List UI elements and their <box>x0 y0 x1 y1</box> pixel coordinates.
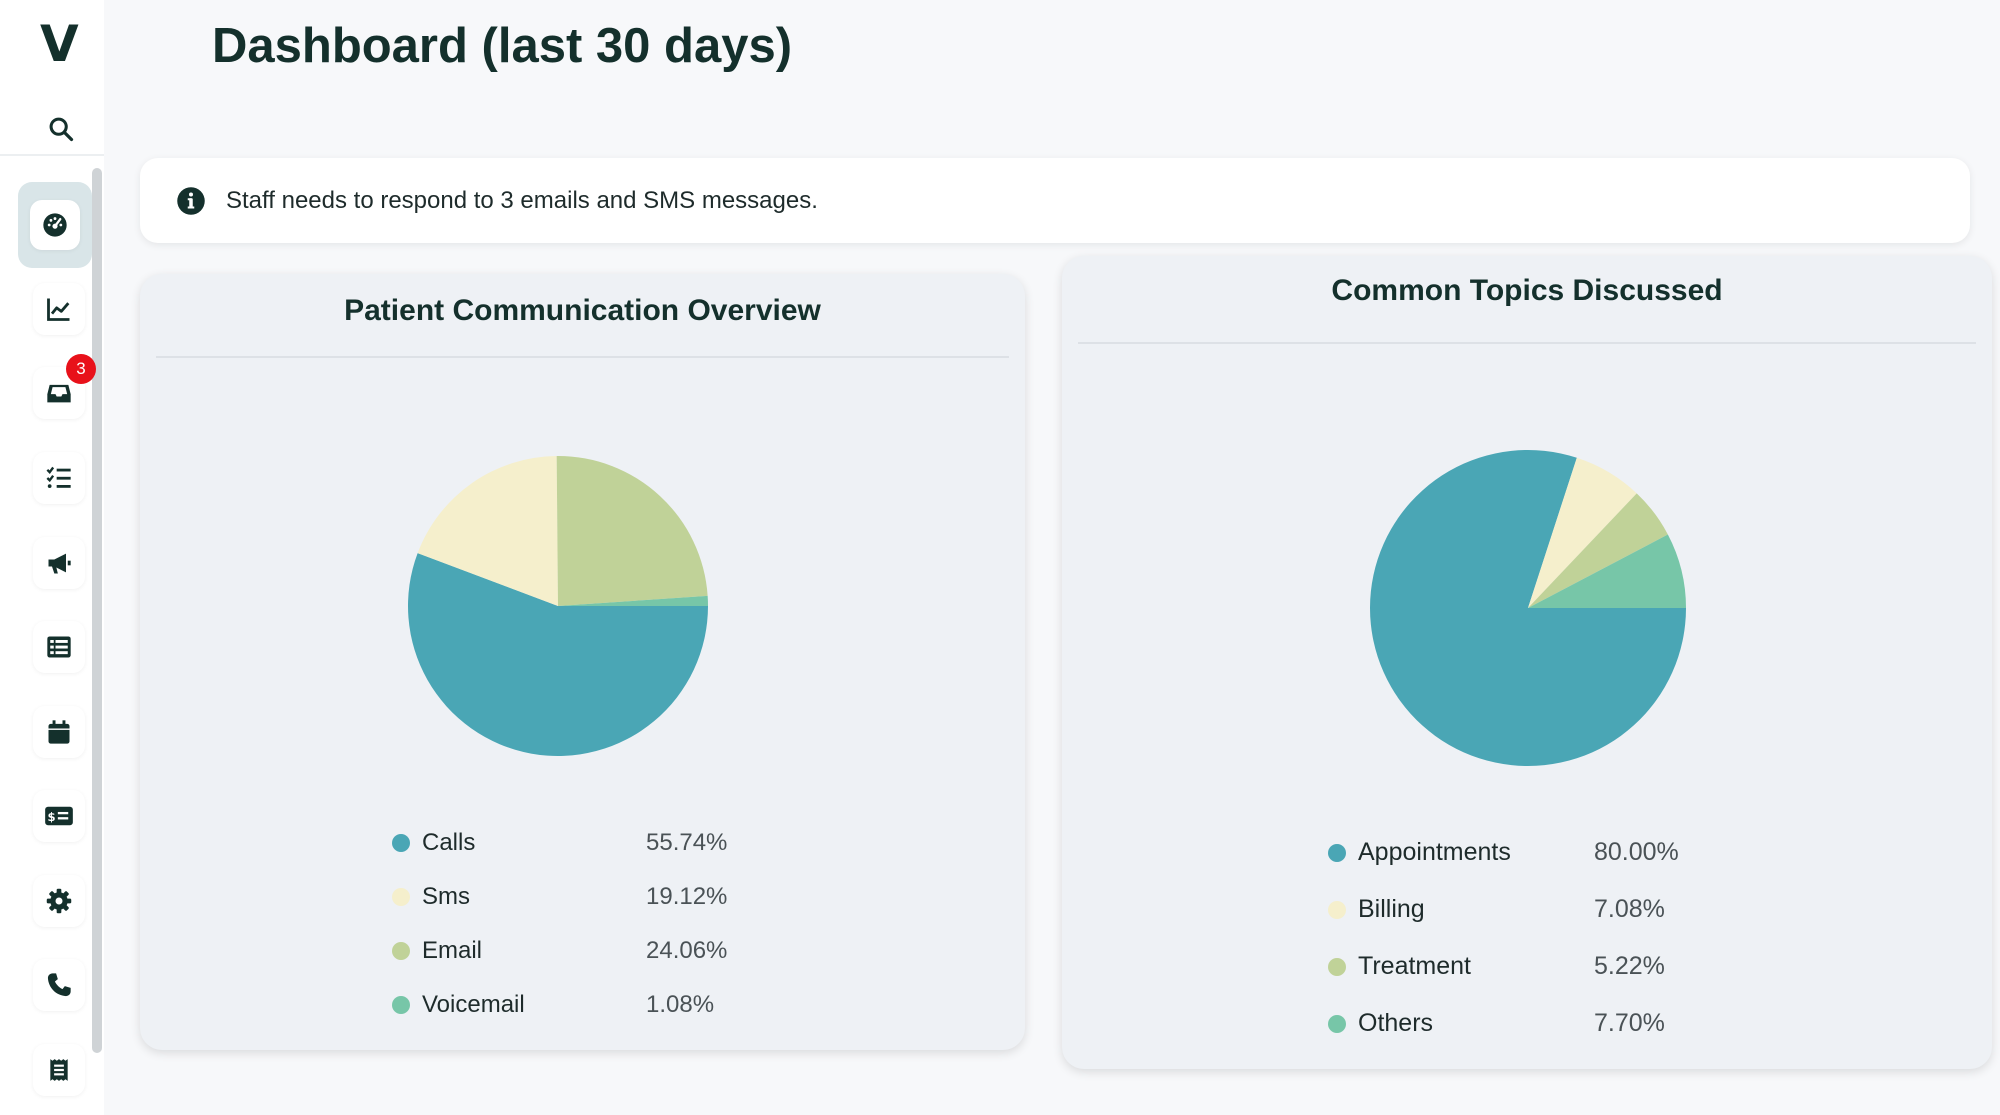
line-chart-icon <box>47 298 70 321</box>
legend-swatch <box>392 942 410 960</box>
pie-slice-treatment[interactable] <box>1528 493 1668 608</box>
legend-label: Calls <box>422 829 476 856</box>
topics-pie-chart <box>1370 449 1686 766</box>
money-card-icon: $ <box>45 806 73 826</box>
legend-value: 7.70% <box>1594 1009 1665 1037</box>
sidebar-item-analytics[interactable] <box>26 276 92 342</box>
sidebar-item-lists[interactable] <box>26 614 92 680</box>
legend-swatch <box>392 996 410 1014</box>
card-divider <box>1078 342 1976 344</box>
svg-text:$: $ <box>47 810 55 824</box>
pie-slice-billing[interactable] <box>1528 457 1637 608</box>
topics-legend: Appointments 80.00% Billing 7.08% Treatment 5… <box>1328 838 1748 1078</box>
card-divider <box>156 356 1009 358</box>
alert-message: Staff needs to respond to 3 emails and S… <box>226 186 818 214</box>
legend-item-treatment[interactable]: Treatment <box>1328 952 1471 981</box>
legend-value: 5.22% <box>1594 952 1665 980</box>
megaphone-icon <box>48 553 71 574</box>
sidebar-item-tasks[interactable] <box>26 445 92 511</box>
legend-item-calls[interactable]: Calls <box>392 829 475 857</box>
legend-item-sms[interactable]: Sms <box>392 883 470 911</box>
legend-item-appointments[interactable]: Appointments <box>1328 838 1511 867</box>
checklist-icon <box>46 466 71 489</box>
legend-item-billing[interactable]: Billing <box>1328 895 1425 924</box>
sidebar-item-campaigns[interactable] <box>26 530 92 596</box>
legend-value: 7.08% <box>1594 895 1665 923</box>
legend-swatch <box>1328 957 1346 976</box>
search-icon <box>49 117 74 142</box>
pie-slice-sms[interactable] <box>417 456 558 606</box>
gauge-icon <box>43 213 67 237</box>
legend-value: 55.74% <box>646 829 728 856</box>
sidebar: V <box>0 0 104 1115</box>
legend-value: 1.08% <box>646 991 715 1018</box>
phone-icon <box>47 973 71 997</box>
info-icon <box>177 186 205 215</box>
calendar-icon <box>48 720 70 744</box>
legend-label: Voicemail <box>422 991 525 1018</box>
legend-value: 80.00% <box>1594 838 1679 866</box>
sidebar-divider <box>0 154 104 156</box>
legend-swatch <box>392 834 410 852</box>
table-list-icon <box>47 636 71 658</box>
communication-legend: Calls 55.74% Sms 19.12% Email 24.06% Voicemail… <box>392 829 792 1069</box>
legend-label: Treatment <box>1358 952 1472 980</box>
sidebar-item-receipts[interactable] <box>26 1037 92 1103</box>
sidebar-scrollbar[interactable] <box>92 168 102 1053</box>
legend-swatch <box>1328 900 1346 919</box>
legend-label: Email <box>422 937 483 964</box>
sidebar-item-dashboard[interactable] <box>18 182 92 268</box>
sidebar-item-calendar[interactable] <box>26 699 92 765</box>
pie-slice-email[interactable] <box>556 456 708 606</box>
inbox-badge: 3 <box>66 354 96 384</box>
legend-label: Appointments <box>1358 838 1511 866</box>
pie-slice-voicemail[interactable] <box>558 595 708 606</box>
page-title: Dashboard (last 30 days) <box>212 19 793 73</box>
legend-item-email[interactable]: Email <box>392 937 482 965</box>
legend-swatch <box>1328 843 1346 862</box>
search-button[interactable] <box>44 112 78 146</box>
legend-label: Others <box>1358 1009 1434 1037</box>
card-title: Patient Communication Overview <box>344 294 821 327</box>
gear-icon <box>46 888 72 914</box>
common-topics-card: Common Topics Discussed Appointments 80.0… <box>1062 256 1992 1069</box>
legend-value: 19.12% <box>646 883 728 910</box>
inbox-icon <box>47 384 71 403</box>
card-title: Common Topics Discussed <box>1331 274 1723 307</box>
sidebar-item-inbox[interactable]: 3 <box>26 354 96 426</box>
receipt-icon <box>50 1059 68 1081</box>
legend-item-voicemail[interactable]: Voicemail <box>392 991 525 1019</box>
app-logo[interactable]: V <box>40 15 79 73</box>
legend-value: 24.06% <box>646 937 728 964</box>
pie-slice-appointments[interactable] <box>1370 449 1686 766</box>
legend-item-others[interactable]: Others <box>1328 1009 1433 1038</box>
patient-communication-card: Patient Communication Overview Calls 55.7… <box>140 274 1025 1050</box>
legend-label: Billing <box>1358 895 1425 923</box>
alert-banner: Staff needs to respond to 3 emails and S… <box>140 158 1970 243</box>
sidebar-item-calls[interactable] <box>26 952 92 1018</box>
pie-slice-others[interactable] <box>1528 534 1686 608</box>
communication-pie-chart <box>407 456 708 756</box>
legend-swatch <box>1328 1014 1346 1033</box>
sidebar-item-settings[interactable] <box>26 868 92 934</box>
legend-swatch <box>392 888 410 906</box>
pie-slice-calls[interactable] <box>407 553 708 756</box>
sidebar-item-billing[interactable]: $ <box>26 783 92 849</box>
legend-label: Sms <box>422 883 470 910</box>
